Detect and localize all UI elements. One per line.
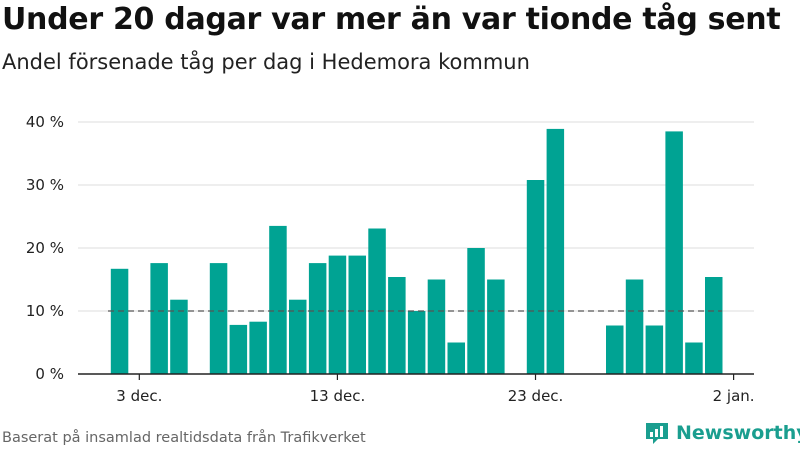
bar xyxy=(645,325,664,374)
x-tick-label: 13 dec. xyxy=(310,387,366,405)
bar xyxy=(665,131,683,374)
bar xyxy=(685,342,703,374)
bars xyxy=(110,128,723,374)
y-tick-labels: 0 % 10 % 20 % 30 % 40 % xyxy=(26,113,64,383)
bar xyxy=(170,299,188,374)
bar xyxy=(308,263,327,374)
x-tick-label: 23 dec. xyxy=(508,387,564,405)
bar xyxy=(625,279,644,374)
chart-subtitle: Andel försenade tåg per dag i Hedemora k… xyxy=(2,50,530,74)
newsworthy-logo-icon xyxy=(646,423,668,444)
bar xyxy=(427,279,446,374)
bar xyxy=(348,255,366,374)
bar xyxy=(150,263,168,374)
x-tick-labels: 3 dec. 13 dec. 23 dec. 2 jan. xyxy=(116,387,754,405)
bar xyxy=(269,225,287,374)
bar xyxy=(546,128,565,374)
x-tick-label: 3 dec. xyxy=(116,387,162,405)
brand-name: Newsworthy xyxy=(676,422,800,444)
bar xyxy=(110,268,129,374)
bar xyxy=(487,279,505,374)
bar xyxy=(705,277,723,374)
y-tick-label: 20 % xyxy=(26,239,64,257)
grid-lines xyxy=(78,121,754,312)
y-tick-label: 30 % xyxy=(26,176,64,194)
x-tick-label: 2 jan. xyxy=(713,387,755,405)
y-tick-label: 0 % xyxy=(35,365,64,383)
bar xyxy=(249,321,267,374)
x-axis xyxy=(78,373,754,380)
bar xyxy=(407,311,426,374)
brand-logo: Newsworthy xyxy=(644,420,800,446)
y-tick-label: 10 % xyxy=(26,302,64,320)
y-tick-label: 40 % xyxy=(26,113,64,131)
bar xyxy=(447,342,465,374)
source-note: Baserat på insamlad realtidsdata från Tr… xyxy=(2,430,366,446)
bar xyxy=(368,228,386,374)
bar-chart: 0 % 10 % 20 % 30 % 40 % 3 dec. 13 dec. 23 dec.… xyxy=(26,113,755,405)
bar xyxy=(467,248,485,374)
bar xyxy=(209,263,228,374)
bar xyxy=(526,180,545,374)
chart-title: Under 20 dagar var mer än var tionde tåg… xyxy=(2,2,781,37)
bar xyxy=(606,325,624,374)
bar xyxy=(328,255,347,374)
bar xyxy=(289,299,307,374)
bar xyxy=(388,277,406,374)
bar xyxy=(229,324,248,374)
